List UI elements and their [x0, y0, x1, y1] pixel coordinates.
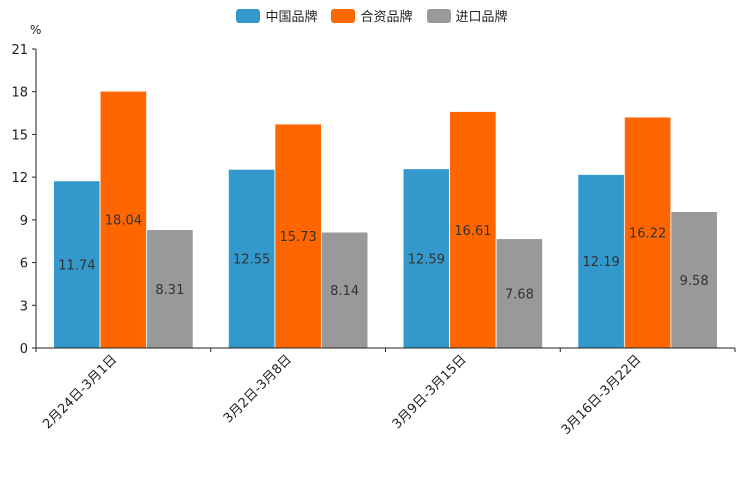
data-label: 16.61: [454, 224, 491, 239]
data-label: 8.14: [330, 284, 359, 299]
legend: 中国品牌 合资品牌 进口品牌: [0, 6, 744, 25]
legend-swatch-china-brand: [236, 8, 261, 23]
legend-label-imported-brand: 进口品牌: [455, 10, 508, 25]
y-tick-label: 3: [20, 299, 28, 314]
x-tick-label: 3月9日-3月15日: [390, 352, 470, 432]
data-label: 12.19: [583, 255, 620, 270]
legend-label-joint-venture-brand: 合资品牌: [360, 10, 413, 25]
bar: [623, 116, 672, 349]
data-label: 15.73: [280, 230, 317, 245]
y-axis: 0 3 6 9 12 15 18 21: [11, 43, 37, 357]
x-axis: 2月24日-3月1日 3月2日-3月8日 3月9日-3月15日 3月16日-3月22日: [35, 347, 736, 438]
y-unit-label: %: [30, 23, 41, 37]
legend-item-joint-venture-brand[interactable]: 合资品牌: [331, 6, 413, 25]
bar: [99, 90, 148, 349]
y-tick-label: 18: [11, 86, 28, 101]
y-tick-label: 6: [20, 257, 28, 272]
legend-item-imported-brand[interactable]: 进口品牌: [426, 6, 508, 25]
bar: [53, 180, 101, 349]
y-tick-label: 9: [20, 214, 28, 229]
x-tick-label: 3月16日-3月22日: [559, 352, 645, 438]
data-label: 9.58: [680, 274, 709, 289]
bars: 11.74 18.04 8.31 12.55 15.73 8.14 12.59 16.61 7.…: [53, 90, 718, 349]
legend-swatch-imported-brand: [426, 8, 451, 23]
bar: [577, 174, 625, 349]
bar: [227, 168, 276, 349]
x-tick-label: 3月2日-3月8日: [221, 352, 295, 426]
data-label: 18.04: [105, 214, 142, 229]
bar: [449, 111, 497, 349]
bar: [402, 168, 451, 349]
bar: [495, 238, 544, 349]
y-tick-label: 0: [20, 342, 28, 357]
x-tick-label: 2月24日-3月1日: [40, 352, 120, 432]
data-label: 12.59: [408, 252, 445, 267]
data-label: 8.31: [155, 283, 184, 298]
legend-item-china-brand[interactable]: 中国品牌: [236, 6, 317, 25]
y-tick-label: 15: [11, 128, 28, 143]
y-tick-label: 21: [11, 43, 28, 58]
data-label: 7.68: [505, 287, 534, 302]
bar: [670, 211, 718, 349]
legend-swatch-joint-venture-brand: [331, 8, 356, 23]
y-tick-label: 12: [11, 171, 28, 186]
bar: [146, 229, 194, 349]
data-label: 11.74: [58, 258, 95, 273]
bar: [274, 123, 322, 349]
data-label: 12.55: [233, 253, 270, 268]
legend-label-china-brand: 中国品牌: [265, 10, 318, 25]
data-label: 16.22: [629, 227, 666, 242]
